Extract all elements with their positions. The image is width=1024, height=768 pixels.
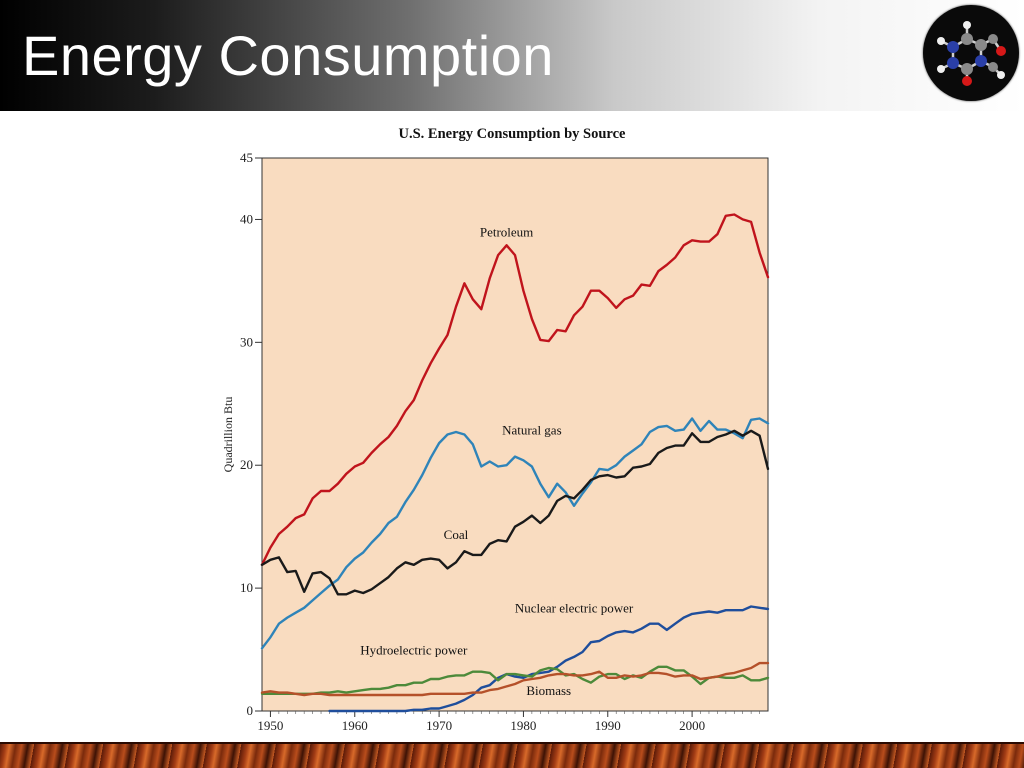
series-line-biomass — [260, 661, 770, 697]
y-tick-label: 45 — [240, 150, 253, 165]
series-label-coal: Coal — [444, 527, 469, 542]
series-line-petroleum — [260, 213, 770, 566]
x-tick-label: 1960 — [342, 718, 368, 733]
slide-title: Energy Consumption — [22, 24, 554, 87]
y-axis-label: Quadrillion Btu — [221, 397, 235, 473]
y-tick-label: 40 — [240, 211, 253, 226]
series-label-biomass: Biomass — [526, 683, 571, 698]
series-line-hydroelectric-power — [260, 665, 770, 695]
y-tick-label: 30 — [240, 334, 253, 349]
series-label-natural-gas: Natural gas — [502, 423, 562, 438]
series-label-petroleum: Petroleum — [480, 225, 533, 240]
y-tick-label: 0 — [247, 703, 254, 718]
energy-line-chart: 0 10 20 30 40 45 1950 1960 1970 1980 1990 2000 Quadr… — [221, 150, 770, 733]
y-tick-label: 10 — [240, 580, 253, 595]
y-tick-label: 20 — [240, 457, 253, 472]
title-bar — [0, 0, 1024, 111]
series-line-coal — [260, 429, 770, 596]
x-tick-label: 1980 — [510, 718, 536, 733]
footer-wood-band — [0, 742, 1024, 768]
footer-divider — [0, 742, 1024, 744]
series-line-nuclear-electric-power — [328, 605, 770, 713]
chart-title: U.S. Energy Consumption by Source — [398, 126, 626, 142]
series-label-nuclear-electric-power: Nuclear electric power — [515, 601, 634, 616]
molecule-icon — [923, 5, 1019, 101]
series-line-natural-gas — [260, 417, 770, 650]
x-tick-label: 2000 — [679, 718, 705, 733]
x-tick-label: 1970 — [426, 718, 452, 733]
series-label-hydroelectric-power: Hydroelectric power — [360, 642, 468, 657]
x-tick-label: 1950 — [257, 718, 283, 733]
x-tick-label: 1990 — [595, 718, 621, 733]
